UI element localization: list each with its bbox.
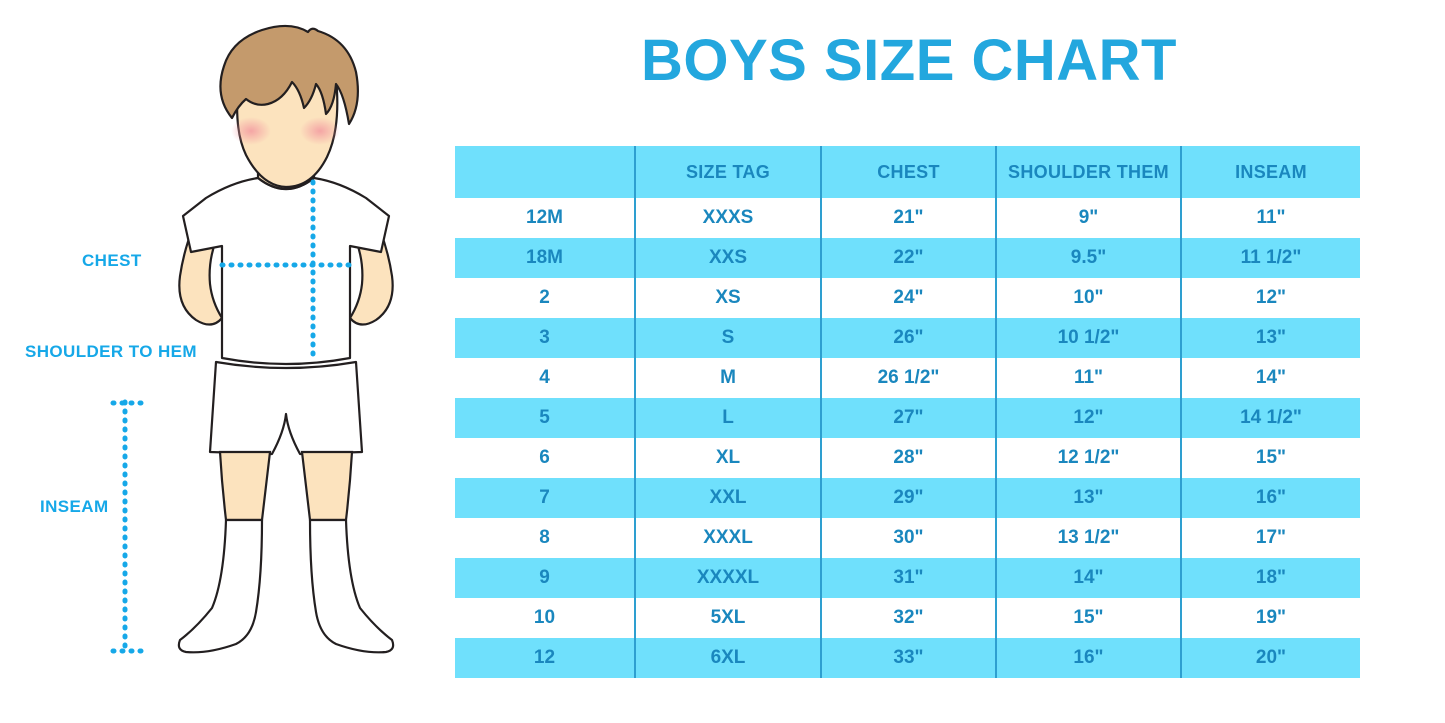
column-header-size-tag: SIZE TAG <box>635 146 822 198</box>
shorts-shape <box>208 360 364 456</box>
table-header-row: SIZE TAG CHEST SHOULDER THEM INSEAM <box>455 146 1360 198</box>
cell-inseam: 12" <box>1181 278 1360 318</box>
cell-size-tag: XS <box>635 278 822 318</box>
column-header-size <box>455 146 636 198</box>
cell-size-tag: XXXXL <box>635 558 822 598</box>
table-row: 9 XXXXL 31" 14" 18" <box>455 558 1360 598</box>
blush-left <box>231 117 271 145</box>
cell-size: 9 <box>455 558 636 598</box>
cell-size: 4 <box>455 358 636 398</box>
cell-shoulder-them: 9" <box>996 198 1182 238</box>
cell-size: 8 <box>455 518 636 558</box>
cell-size: 5 <box>455 398 636 438</box>
table-row: 7 XXL 29" 13" 16" <box>455 478 1360 518</box>
table-row: 10 5XL 32" 15" 19" <box>455 598 1360 638</box>
cell-chest: 26" <box>821 318 997 358</box>
table-row: 8 XXXL 30" 13 1/2" 17" <box>455 518 1360 558</box>
column-header-chest: CHEST <box>821 146 997 198</box>
sock-left <box>177 518 264 654</box>
inseam-label: INSEAM <box>40 497 109 516</box>
hair-shape <box>219 24 359 126</box>
boy-figure-illustration: CHEST SHOULDER TO HEM INSEAM <box>0 0 440 723</box>
cell-inseam: 13" <box>1181 318 1360 358</box>
cell-chest: 31" <box>821 558 997 598</box>
cell-chest: 26 1/2" <box>821 358 997 398</box>
leg-right-thigh <box>300 450 354 522</box>
cell-chest: 21" <box>821 198 997 238</box>
cell-inseam: 18" <box>1181 558 1360 598</box>
size-chart-table: SIZE TAG CHEST SHOULDER THEM INSEAM 12M XXXS… <box>455 146 1360 678</box>
cell-inseam: 11" <box>1181 198 1360 238</box>
sock-right <box>308 518 395 654</box>
shoulder-to-hem-label: SHOULDER TO HEM <box>25 342 197 361</box>
cell-size-tag: XXXL <box>635 518 822 558</box>
table-row: 12M XXXS 21" 9" 11" <box>455 198 1360 238</box>
cell-size-tag: XL <box>635 438 822 478</box>
cell-chest: 27" <box>821 398 997 438</box>
column-header-shoulder-them: SHOULDER THEM <box>996 146 1182 198</box>
cell-shoulder-them: 13" <box>996 478 1182 518</box>
cell-shoulder-them: 13 1/2" <box>996 518 1182 558</box>
column-header-inseam: INSEAM <box>1181 146 1360 198</box>
table-row: 6 XL 28" 12 1/2" 15" <box>455 438 1360 478</box>
cell-chest: 22" <box>821 238 997 278</box>
cell-inseam: 19" <box>1181 598 1360 638</box>
cell-shoulder-them: 9.5" <box>996 238 1182 278</box>
cell-chest: 33" <box>821 638 997 678</box>
table-row: 12 6XL 33" 16" 20" <box>455 638 1360 678</box>
boy-figure-svg <box>110 24 395 655</box>
cell-size-tag: L <box>635 398 822 438</box>
cell-size-tag: S <box>635 318 822 358</box>
tshirt-shape <box>181 176 391 366</box>
chest-label: CHEST <box>82 251 142 270</box>
table-row: 3 S 26" 10 1/2" 13" <box>455 318 1360 358</box>
cell-inseam: 17" <box>1181 518 1360 558</box>
cell-size: 3 <box>455 318 636 358</box>
table-row: 5 L 27" 12" 14 1/2" <box>455 398 1360 438</box>
cell-inseam: 14 1/2" <box>1181 398 1360 438</box>
cell-chest: 32" <box>821 598 997 638</box>
table-row: 18M XXS 22" 9.5" 11 1/2" <box>455 238 1360 278</box>
cell-shoulder-them: 10 1/2" <box>996 318 1182 358</box>
cell-size-tag: XXS <box>635 238 822 278</box>
cell-shoulder-them: 15" <box>996 598 1182 638</box>
cell-size: 12M <box>455 198 636 238</box>
cell-size-tag: XXXS <box>635 198 822 238</box>
cell-inseam: 16" <box>1181 478 1360 518</box>
cell-shoulder-them: 10" <box>996 278 1182 318</box>
cell-chest: 29" <box>821 478 997 518</box>
cell-chest: 28" <box>821 438 997 478</box>
cell-shoulder-them: 11" <box>996 358 1182 398</box>
cell-inseam: 11 1/2" <box>1181 238 1360 278</box>
table-row: 2 XS 24" 10" 12" <box>455 278 1360 318</box>
cell-size: 2 <box>455 278 636 318</box>
table-body: 12M XXXS 21" 9" 11" 18M XXS 22" 9.5" 11 1/2" 2 XS 24… <box>455 198 1360 678</box>
cell-size: 10 <box>455 598 636 638</box>
cell-size: 12 <box>455 638 636 678</box>
cell-size: 6 <box>455 438 636 478</box>
cell-shoulder-them: 12 1/2" <box>996 438 1182 478</box>
page-title: BOYS SIZE CHART <box>641 28 1177 93</box>
cell-shoulder-them: 16" <box>996 638 1182 678</box>
cell-chest: 30" <box>821 518 997 558</box>
cell-size-tag: 6XL <box>635 638 822 678</box>
cell-chest: 24" <box>821 278 997 318</box>
cell-shoulder-them: 14" <box>996 558 1182 598</box>
cell-size-tag: XXL <box>635 478 822 518</box>
cell-inseam: 15" <box>1181 438 1360 478</box>
table-header: SIZE TAG CHEST SHOULDER THEM INSEAM <box>455 146 1360 198</box>
cell-shoulder-them: 12" <box>996 398 1182 438</box>
blush-right <box>300 117 340 145</box>
cell-inseam: 20" <box>1181 638 1360 678</box>
cell-size-tag: M <box>635 358 822 398</box>
leg-left-thigh <box>218 450 272 522</box>
cell-size: 7 <box>455 478 636 518</box>
table-row: 4 M 26 1/2" 11" 14" <box>455 358 1360 398</box>
cell-size-tag: 5XL <box>635 598 822 638</box>
cell-inseam: 14" <box>1181 358 1360 398</box>
tshirt-collar <box>257 177 315 190</box>
cell-size: 18M <box>455 238 636 278</box>
